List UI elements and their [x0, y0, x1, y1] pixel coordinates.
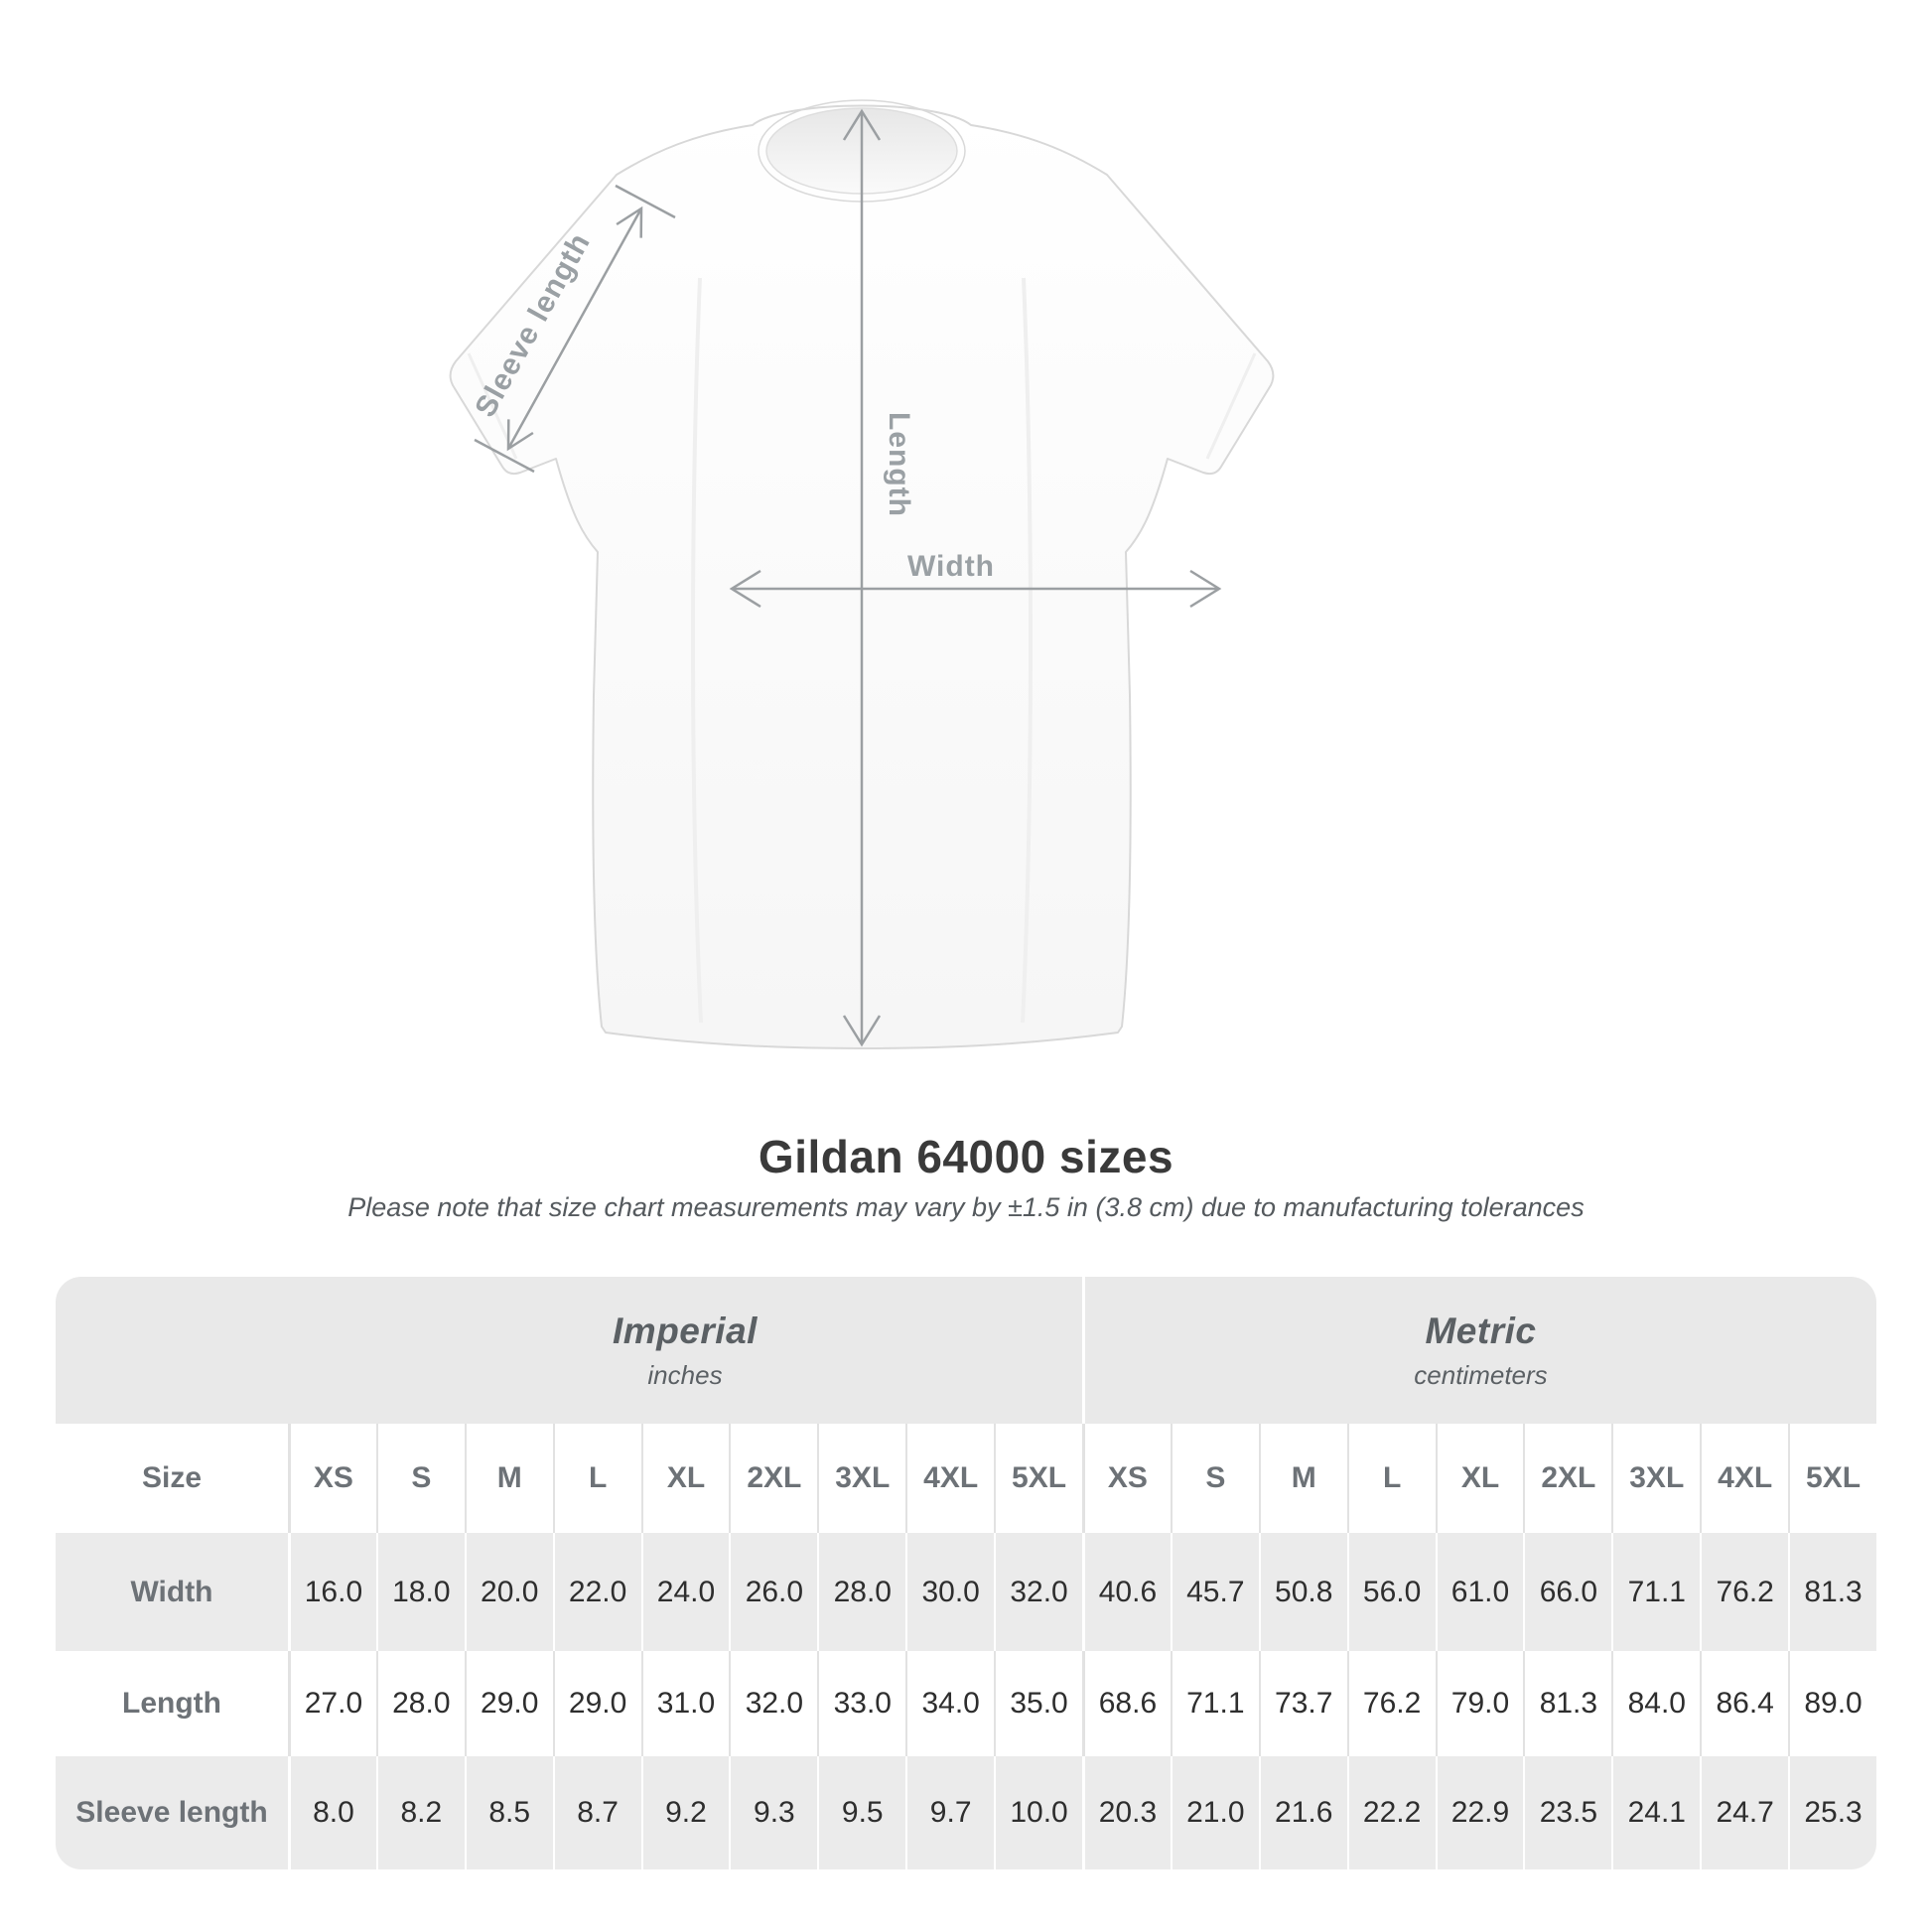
table-cell: 20.3: [1081, 1756, 1171, 1869]
size-col-header: XL: [640, 1424, 730, 1533]
row-label-sleeve-length: Sleeve length: [56, 1756, 288, 1869]
table-cell: 22.2: [1346, 1756, 1436, 1869]
size-col-header: XS: [1081, 1424, 1171, 1533]
metric-header: Metric centimeters: [1081, 1277, 1876, 1424]
size-col-header: 3XL: [817, 1424, 906, 1533]
length-arrow: [842, 108, 882, 1047]
size-col-header: 5XL: [994, 1424, 1082, 1533]
table-cell: 10.0: [994, 1756, 1082, 1869]
table-cell: 27.0: [288, 1651, 376, 1756]
table-cell: 8.5: [464, 1756, 553, 1869]
table-cell: 28.0: [375, 1651, 465, 1756]
table-cell: 8.0: [288, 1756, 376, 1869]
table-cell: 45.7: [1170, 1533, 1259, 1651]
table-cell: 81.3: [1523, 1651, 1612, 1756]
imperial-title: Imperial: [613, 1310, 758, 1351]
table-cell: 40.6: [1081, 1533, 1171, 1651]
size-col-header: 4XL: [905, 1424, 995, 1533]
table-cell: 29.0: [464, 1651, 553, 1756]
size-col-header: M: [464, 1424, 553, 1533]
size-col-header: S: [1170, 1424, 1259, 1533]
row-label-length: Length: [56, 1651, 288, 1756]
table-cell: 24.7: [1700, 1756, 1789, 1869]
table-cell: 18.0: [375, 1533, 465, 1651]
imperial-subtitle: inches: [647, 1359, 723, 1390]
size-col-header: L: [552, 1424, 641, 1533]
table-cell: 35.0: [994, 1651, 1082, 1756]
width-arrow: [729, 569, 1222, 609]
table-cell: 23.5: [1523, 1756, 1612, 1869]
table-cell: 71.1: [1170, 1651, 1259, 1756]
imperial-header: Imperial inches: [288, 1277, 1082, 1424]
tshirt-diagram: Sleeve length Length Width: [449, 99, 1275, 1049]
size-col-header: 5XL: [1788, 1424, 1876, 1533]
size-col-header: M: [1258, 1424, 1347, 1533]
table-cell: 29.0: [552, 1651, 641, 1756]
size-col-header: XL: [1435, 1424, 1524, 1533]
table-cell: 9.3: [729, 1756, 818, 1869]
size-col-header: XS: [288, 1424, 376, 1533]
table-cell: 9.5: [817, 1756, 906, 1869]
metric-title: Metric: [1425, 1310, 1537, 1351]
page-title: Gildan 64000 sizes: [758, 1131, 1174, 1182]
table-cell: 30.0: [905, 1533, 995, 1651]
table-cell: 25.3: [1788, 1756, 1876, 1869]
table-cell: 66.0: [1523, 1533, 1612, 1651]
table-cell: 61.0: [1435, 1533, 1524, 1651]
table-cell: 81.3: [1788, 1533, 1876, 1651]
table-cell: 22.0: [552, 1533, 641, 1651]
table-cell: 34.0: [905, 1651, 995, 1756]
sleeve-length-arrow: [474, 184, 676, 474]
table-cell: 71.1: [1611, 1533, 1701, 1651]
size-table: Imperial inches Metric centimeters Size …: [56, 1277, 1876, 1869]
table-cell: 76.2: [1700, 1533, 1789, 1651]
table-cell: 24.1: [1611, 1756, 1701, 1869]
table-cell: 8.2: [375, 1756, 465, 1869]
table-cell: 9.2: [640, 1756, 730, 1869]
table-cell: 26.0: [729, 1533, 818, 1651]
table-cell: 56.0: [1346, 1533, 1436, 1651]
table-cell: 32.0: [729, 1651, 818, 1756]
table-cell: 84.0: [1611, 1651, 1701, 1756]
header-corner-cell: [56, 1277, 288, 1424]
table-cell: 76.2: [1346, 1651, 1436, 1756]
tolerance-note: Please note that size chart measurements…: [347, 1192, 1585, 1222]
table-cell: 21.6: [1258, 1756, 1347, 1869]
table-cell: 8.7: [552, 1756, 641, 1869]
table-cell: 9.7: [905, 1756, 995, 1869]
tshirt-diagram-svg: Sleeve length Length Width: [449, 99, 1275, 1049]
table-cell: 50.8: [1258, 1533, 1347, 1651]
table-cell: 16.0: [288, 1533, 376, 1651]
width-label: Width: [907, 550, 995, 583]
table-cell: 28.0: [817, 1533, 906, 1651]
size-col-header: S: [375, 1424, 465, 1533]
table-cell: 68.6: [1081, 1651, 1171, 1756]
table-cell: 22.9: [1435, 1756, 1524, 1869]
table-cell: 24.0: [640, 1533, 730, 1651]
size-col-header: 3XL: [1611, 1424, 1701, 1533]
size-col-header: L: [1346, 1424, 1436, 1533]
size-col-header: 2XL: [729, 1424, 818, 1533]
row-label-width: Width: [56, 1533, 288, 1651]
table-cell: 79.0: [1435, 1651, 1524, 1756]
size-col-header: 4XL: [1700, 1424, 1789, 1533]
size-row-label: Size: [56, 1424, 288, 1533]
size-col-header: 2XL: [1523, 1424, 1612, 1533]
table-cell: 73.7: [1258, 1651, 1347, 1756]
table-cell: 86.4: [1700, 1651, 1789, 1756]
table-cell: 21.0: [1170, 1756, 1259, 1869]
table-cell: 89.0: [1788, 1651, 1876, 1756]
table-cell: 33.0: [817, 1651, 906, 1756]
table-cell: 32.0: [994, 1533, 1082, 1651]
table-cell: 20.0: [464, 1533, 553, 1651]
metric-subtitle: centimeters: [1414, 1359, 1548, 1390]
table-cell: 31.0: [640, 1651, 730, 1756]
length-label: Length: [883, 412, 915, 517]
